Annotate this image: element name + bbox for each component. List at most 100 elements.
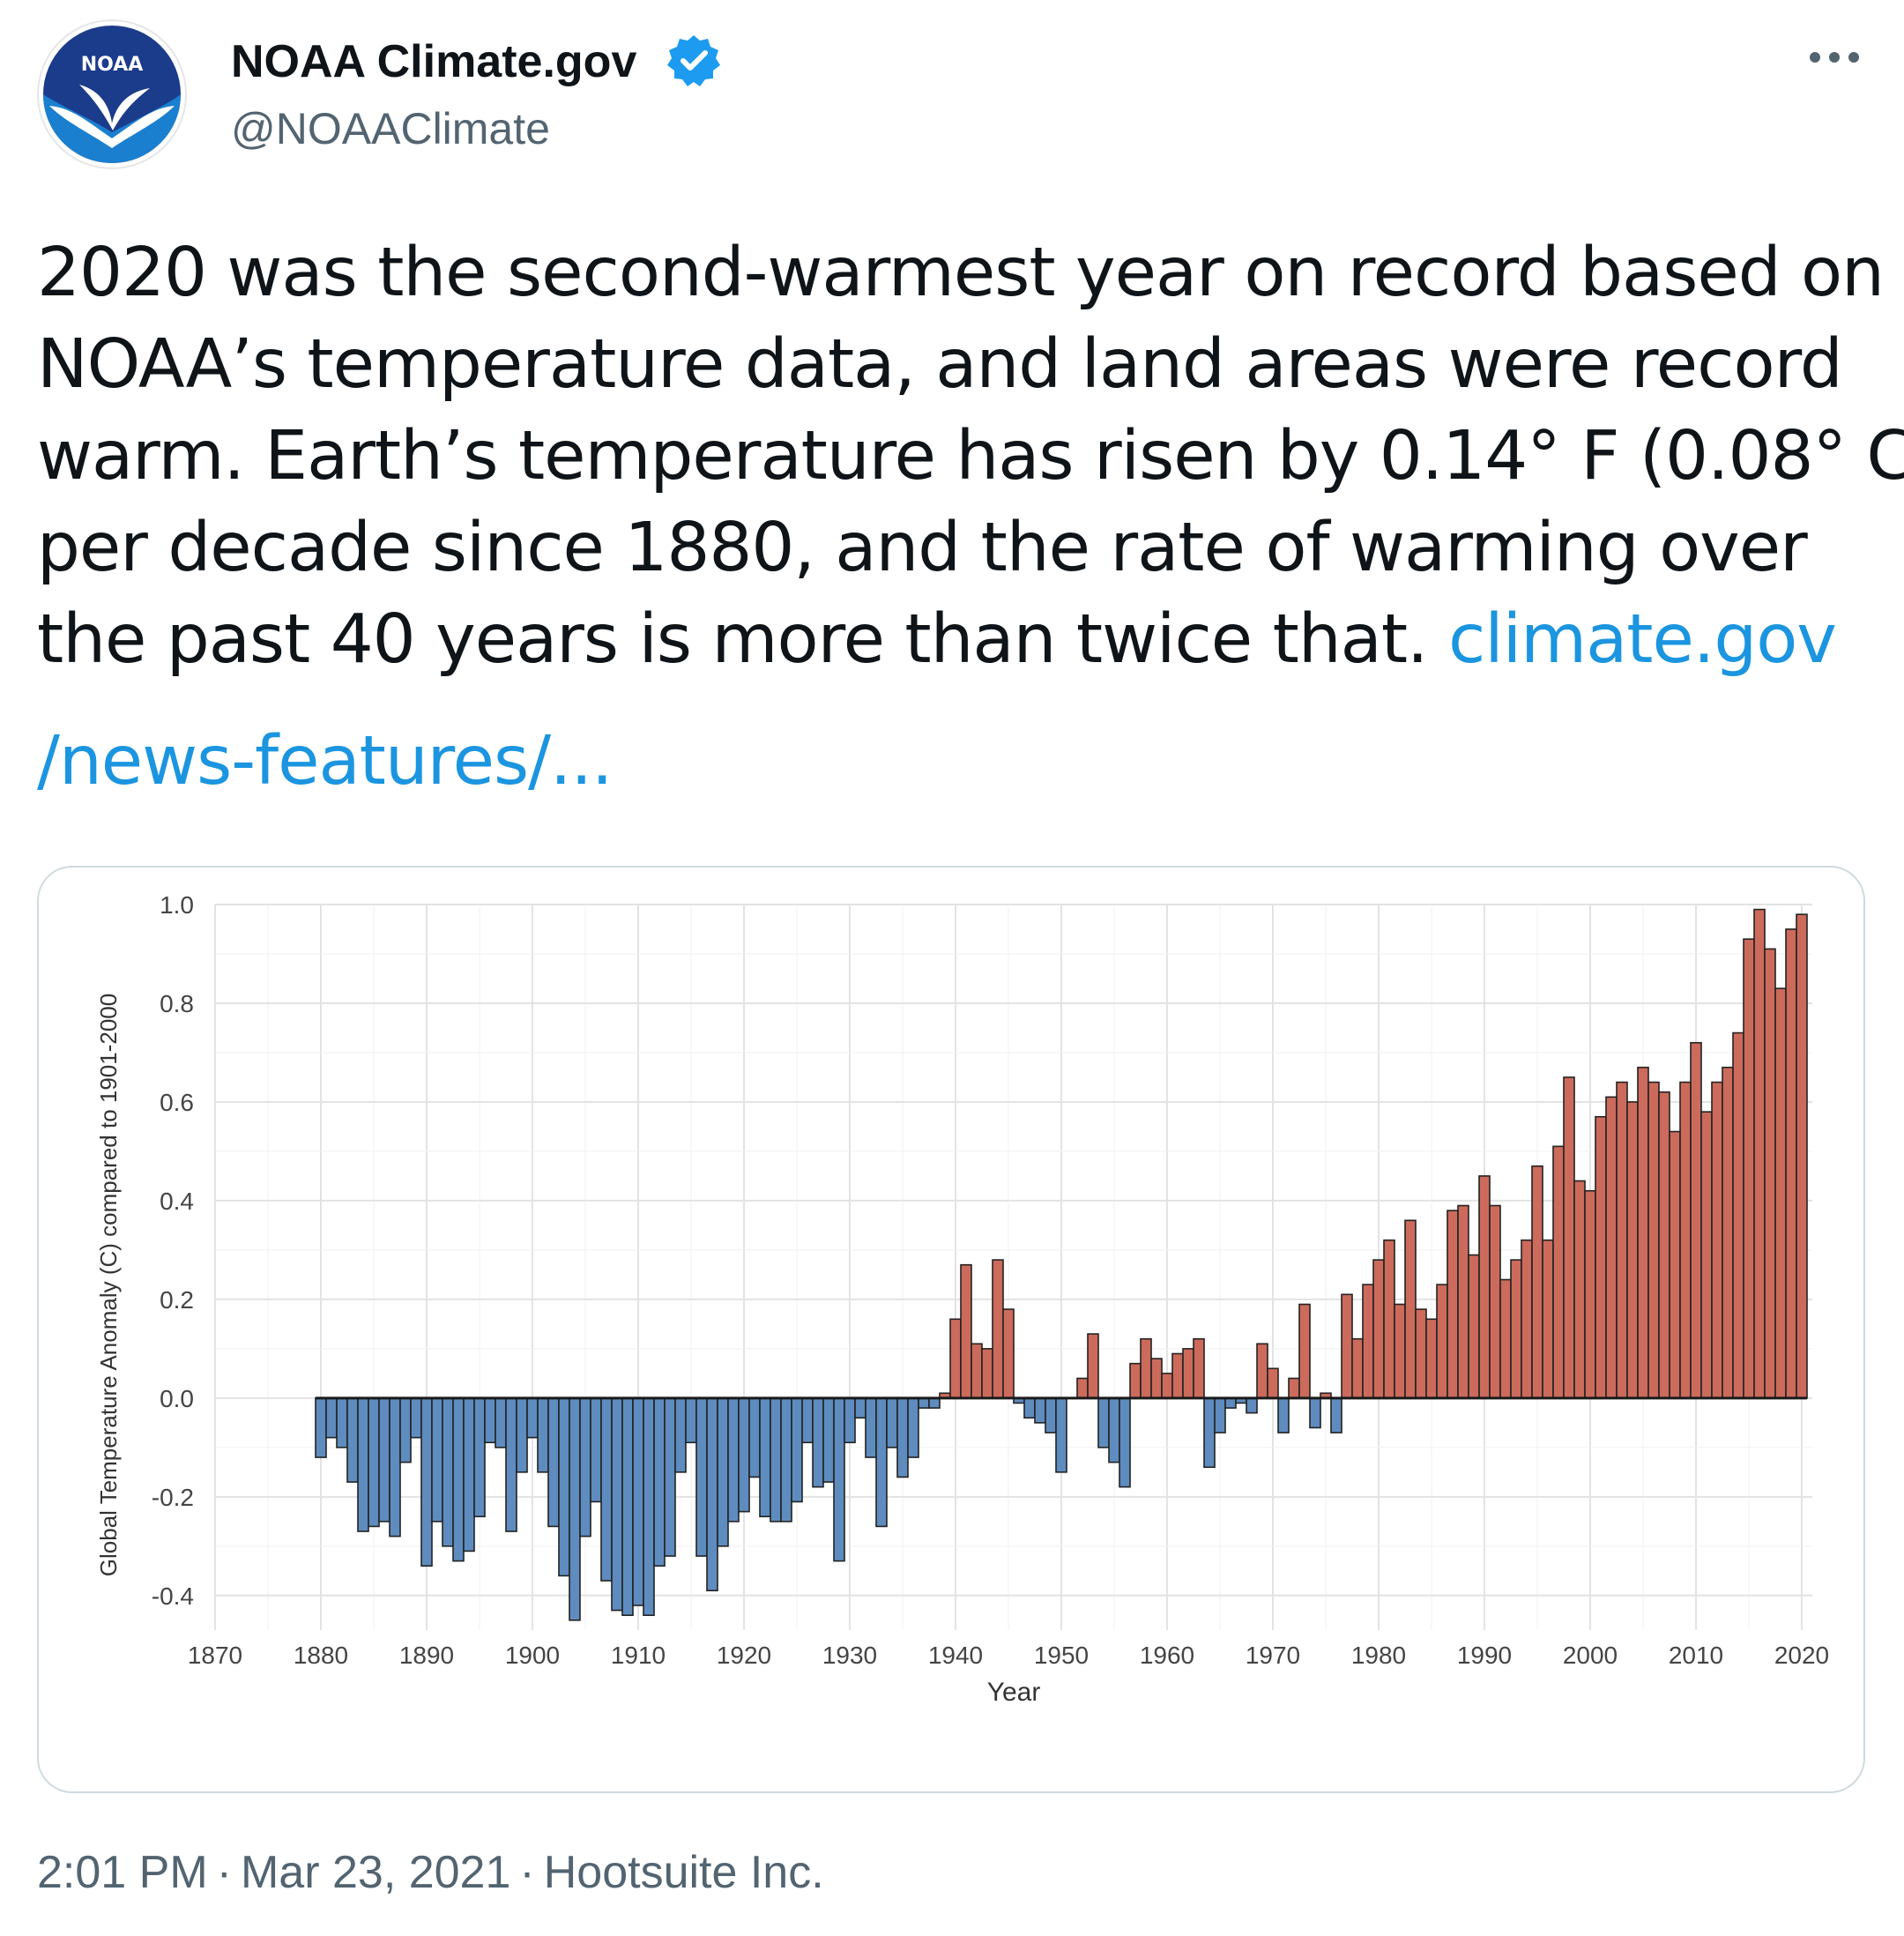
tweet-line-text: the past 40 years is more than twice tha… <box>37 600 1448 679</box>
bar-2016 <box>1753 908 1766 1399</box>
y-tick-label: -0.4 <box>152 1582 194 1610</box>
bar-1914 <box>674 1397 687 1473</box>
bar-1941 <box>960 1263 972 1399</box>
y-tick-label: 0.6 <box>160 1089 194 1116</box>
y-tick-label: 0.0 <box>160 1385 194 1412</box>
bar-2001 <box>1595 1115 1607 1399</box>
handle[interactable]: @NOAAClimate <box>231 104 550 153</box>
bar-1947 <box>1023 1397 1036 1419</box>
x-tick-label: 1960 <box>1140 1642 1194 1669</box>
bar-2020 <box>1796 913 1808 1399</box>
x-tick-label: 1910 <box>611 1642 666 1669</box>
bar-1944 <box>992 1259 1004 1399</box>
bar-1991 <box>1489 1204 1501 1399</box>
tweet-line: 2020 was the second-warmest year on reco… <box>37 234 1885 312</box>
bar-1907 <box>600 1397 613 1582</box>
bar-1902 <box>547 1397 560 1528</box>
bar-1912 <box>653 1397 666 1567</box>
bar-1959 <box>1150 1358 1163 1399</box>
bar-1910 <box>632 1397 644 1606</box>
avatar-logo-text: NOAA <box>81 54 144 76</box>
bar-1986 <box>1436 1284 1448 1399</box>
bar-1931 <box>854 1397 866 1419</box>
bar-1936 <box>907 1397 919 1458</box>
bar-1960 <box>1161 1373 1173 1399</box>
bar-1994 <box>1521 1239 1533 1399</box>
bar-1904 <box>569 1397 581 1621</box>
y-tick-label: 0.2 <box>160 1286 194 1314</box>
x-tick-label: 1900 <box>505 1642 560 1669</box>
bar-2017 <box>1764 948 1776 1399</box>
bar-1911 <box>643 1397 655 1617</box>
bar-1935 <box>896 1397 909 1478</box>
bar-1964 <box>1203 1397 1216 1469</box>
bar-2004 <box>1626 1101 1639 1399</box>
bar-1901 <box>537 1397 549 1473</box>
bar-1965 <box>1214 1397 1226 1433</box>
avatar[interactable]: NOAA <box>37 19 187 169</box>
bar-1974 <box>1309 1397 1321 1429</box>
x-tick-label: 1920 <box>717 1642 771 1669</box>
bar-1886 <box>378 1397 390 1523</box>
bar-1971 <box>1277 1397 1290 1433</box>
bar-2014 <box>1732 1031 1744 1399</box>
bar-1892 <box>442 1397 454 1547</box>
tweet-line-last: the past 40 years is more than twice tha… <box>37 594 1879 686</box>
bar-1923 <box>770 1397 782 1523</box>
bar-2018 <box>1774 987 1787 1399</box>
bar-1940 <box>949 1318 962 1399</box>
bar-1916 <box>695 1397 708 1557</box>
bar-1915 <box>685 1397 697 1444</box>
bar-1917 <box>706 1397 718 1592</box>
more-options-icon[interactable] <box>1804 34 1865 81</box>
bar-2008 <box>1669 1130 1681 1399</box>
article-link[interactable]: climate.gov <box>1447 600 1837 679</box>
display-name[interactable]: NOAA Climate.gov <box>231 36 637 87</box>
tweet-line: NOAA’s temperature data, and land areas … <box>37 325 1843 404</box>
x-tick-label: 1880 <box>294 1642 348 1669</box>
bar-1920 <box>738 1397 750 1513</box>
bar-2003 <box>1616 1081 1628 1399</box>
x-tick-label: 1950 <box>1034 1642 1089 1669</box>
bar-1896 <box>484 1397 496 1444</box>
bar-1978 <box>1351 1337 1364 1399</box>
bar-1983 <box>1404 1219 1417 1399</box>
bar-1885 <box>368 1397 380 1528</box>
tweet-source[interactable]: Hootsuite Inc. <box>543 1847 824 1898</box>
bar-1894 <box>463 1397 475 1553</box>
bar-1998 <box>1563 1076 1575 1399</box>
bar-1979 <box>1362 1284 1374 1399</box>
bar-1898 <box>505 1397 517 1532</box>
tweet-text: 2020 was the second-warmest year on reco… <box>37 227 1904 686</box>
bar-1900 <box>526 1397 539 1439</box>
x-axis-label: Year <box>987 1678 1041 1707</box>
verified-badge-icon <box>667 35 720 86</box>
bar-1956 <box>1119 1397 1131 1488</box>
bar-1908 <box>611 1397 623 1612</box>
bar-1985 <box>1425 1318 1438 1399</box>
bar-1928 <box>822 1397 835 1483</box>
bar-2012 <box>1711 1081 1723 1399</box>
bar-1906 <box>590 1397 602 1503</box>
bar-2010 <box>1690 1041 1702 1399</box>
bar-1891 <box>431 1397 443 1523</box>
bar-1887 <box>389 1397 401 1538</box>
tweet-time[interactable]: 2:01 PM <box>37 1847 208 1898</box>
bar-1976 <box>1330 1397 1342 1433</box>
y-tick-labels: 1.0 0.8 0.6 0.4 0.2 0.0 -0.2 -0.4 <box>152 891 194 1610</box>
x-tick-labels: 1870 1880 1890 1900 1910 1920 1930 1940 1950 1960… <box>188 1642 1829 1669</box>
article-link-continued[interactable]: /news-features/... <box>37 722 613 800</box>
bar-2002 <box>1605 1096 1618 1399</box>
bar-1996 <box>1542 1239 1554 1399</box>
chart-bars <box>315 908 1808 1621</box>
bar-1930 <box>844 1397 856 1444</box>
bar-1932 <box>865 1397 877 1458</box>
bar-1990 <box>1478 1175 1491 1399</box>
bar-1909 <box>621 1397 634 1617</box>
bar-2007 <box>1658 1091 1670 1399</box>
tweet-date[interactable]: Mar 23, 2021 <box>240 1847 511 1898</box>
bar-1968 <box>1246 1397 1258 1414</box>
separator: · <box>216 1847 232 1898</box>
bar-1969 <box>1256 1343 1268 1399</box>
chart-image-card[interactable]: 1.0 0.8 0.6 0.4 0.2 0.0 -0.2 -0.4 1870 1880 1890 1… <box>37 866 1865 1793</box>
